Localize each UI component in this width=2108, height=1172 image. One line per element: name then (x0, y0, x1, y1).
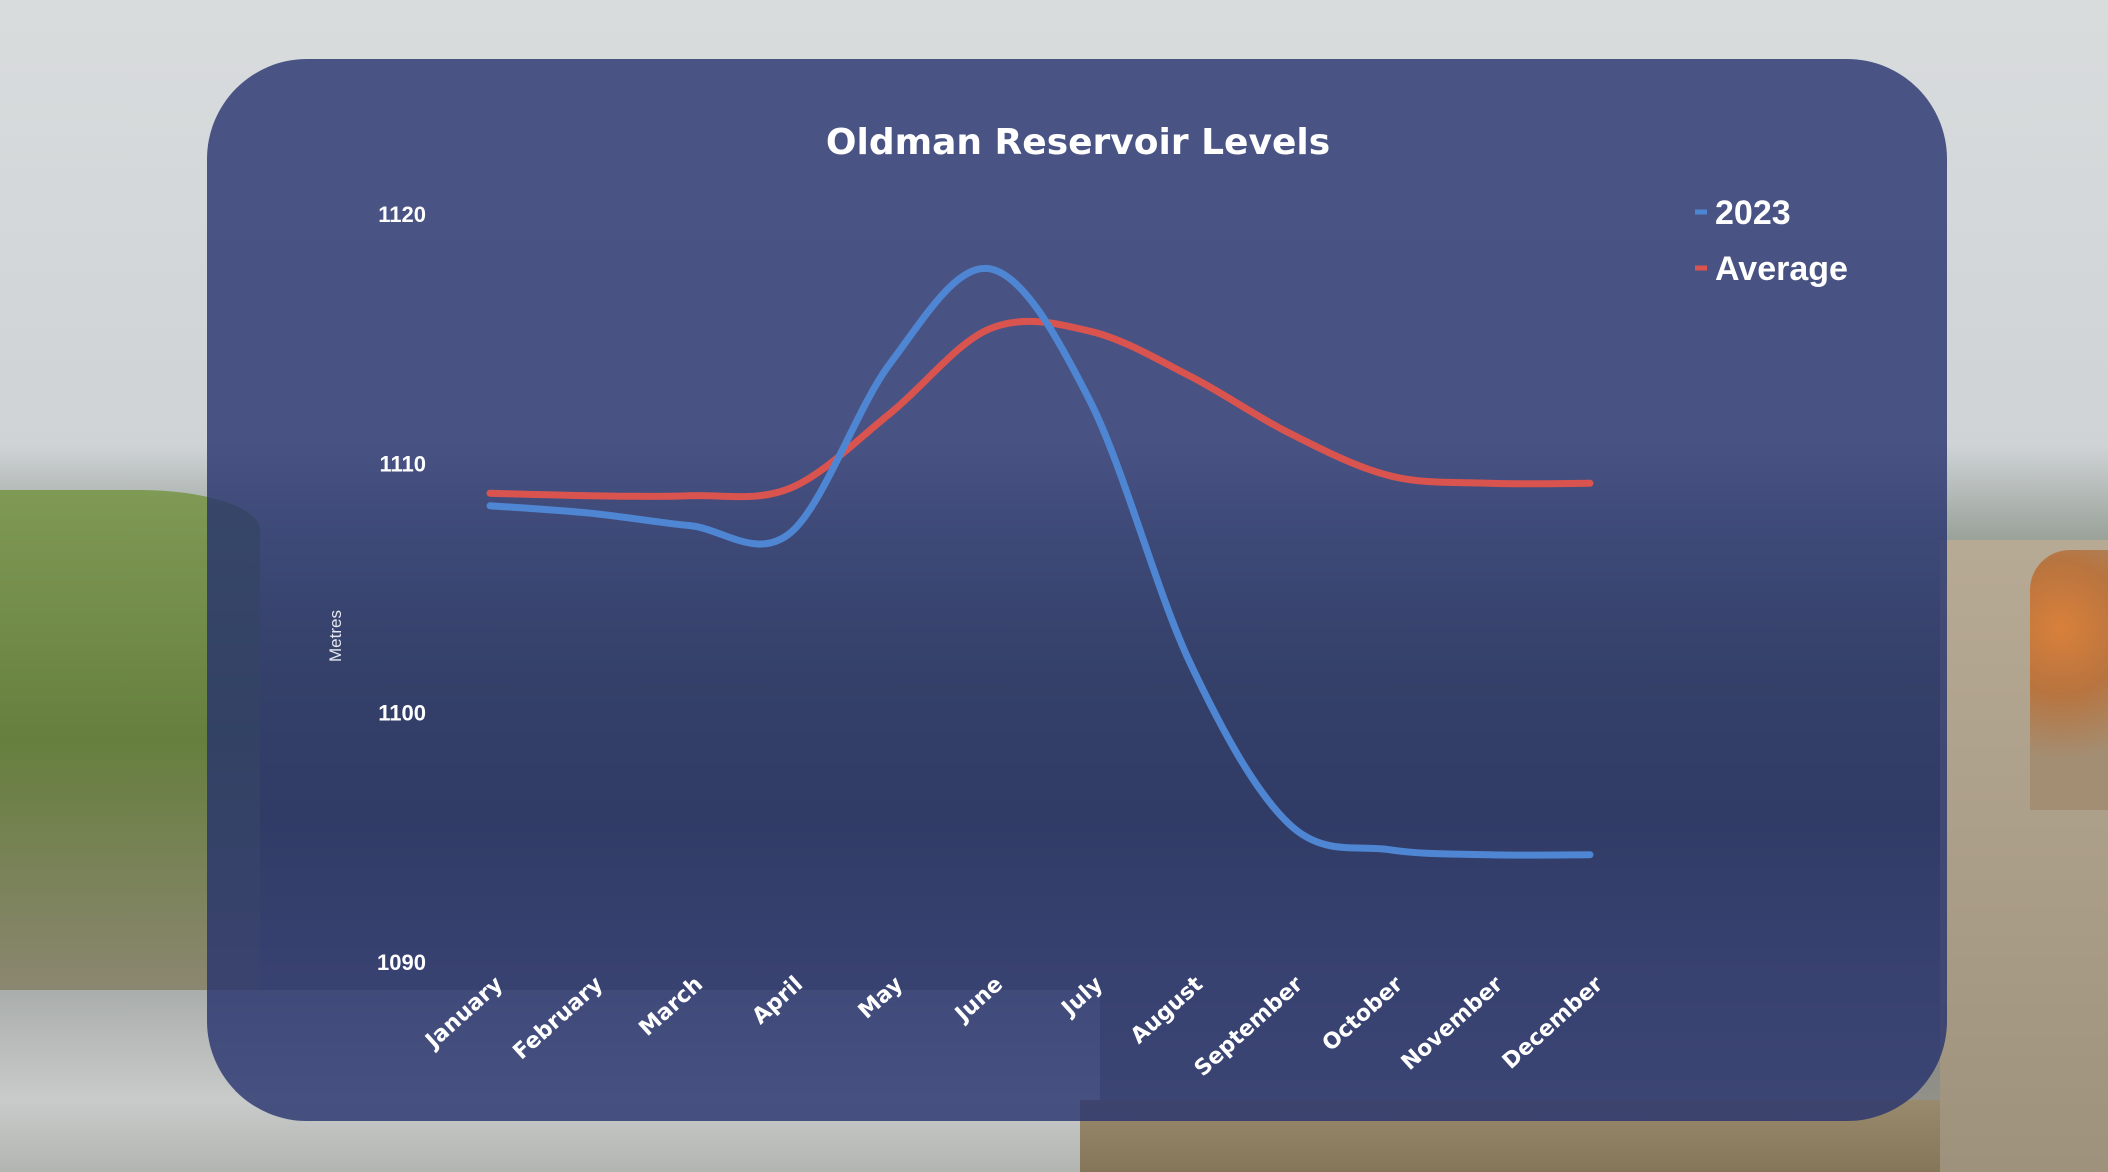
x-tick-label: January (420, 972, 508, 1055)
series-line-0 (486, 265, 1594, 859)
x-tick-label: November (1397, 972, 1508, 1076)
chart-title: Oldman Reservoir Levels (826, 122, 1330, 163)
y-tick-label: 1110 (379, 451, 426, 476)
background-rock (2030, 550, 2108, 810)
y-tick-label: 1120 (378, 202, 426, 227)
x-tick-label: October (1318, 972, 1408, 1057)
y-tick-labels: 1090 1100 1110 1120 (377, 202, 426, 975)
x-tick-label: September (1190, 972, 1308, 1082)
x-tick-label: April (748, 972, 808, 1030)
x-tick-label: May (854, 972, 908, 1024)
legend-label: Average (1715, 250, 1848, 288)
y-tick-label: 1100 (378, 701, 426, 726)
series-lines (486, 265, 1594, 859)
y-axis-label: Metres (326, 610, 345, 662)
x-tick-label: March (635, 972, 708, 1042)
x-tick-label: August (1126, 972, 1208, 1050)
x-tick-label: December (1498, 972, 1608, 1075)
y-tick-label: 1090 (377, 950, 426, 975)
series-line-1 (486, 317, 1594, 501)
x-tick-labels: January February March April May June July Augu… (420, 972, 1608, 1082)
x-tick-label: February (509, 972, 608, 1065)
x-tick-label: June (949, 972, 1008, 1028)
legend-label: 2023 (1715, 194, 1791, 232)
x-tick-label: July (1056, 972, 1108, 1023)
legend: 2023 Average (1695, 194, 1848, 288)
chart-panel (207, 59, 1947, 1121)
